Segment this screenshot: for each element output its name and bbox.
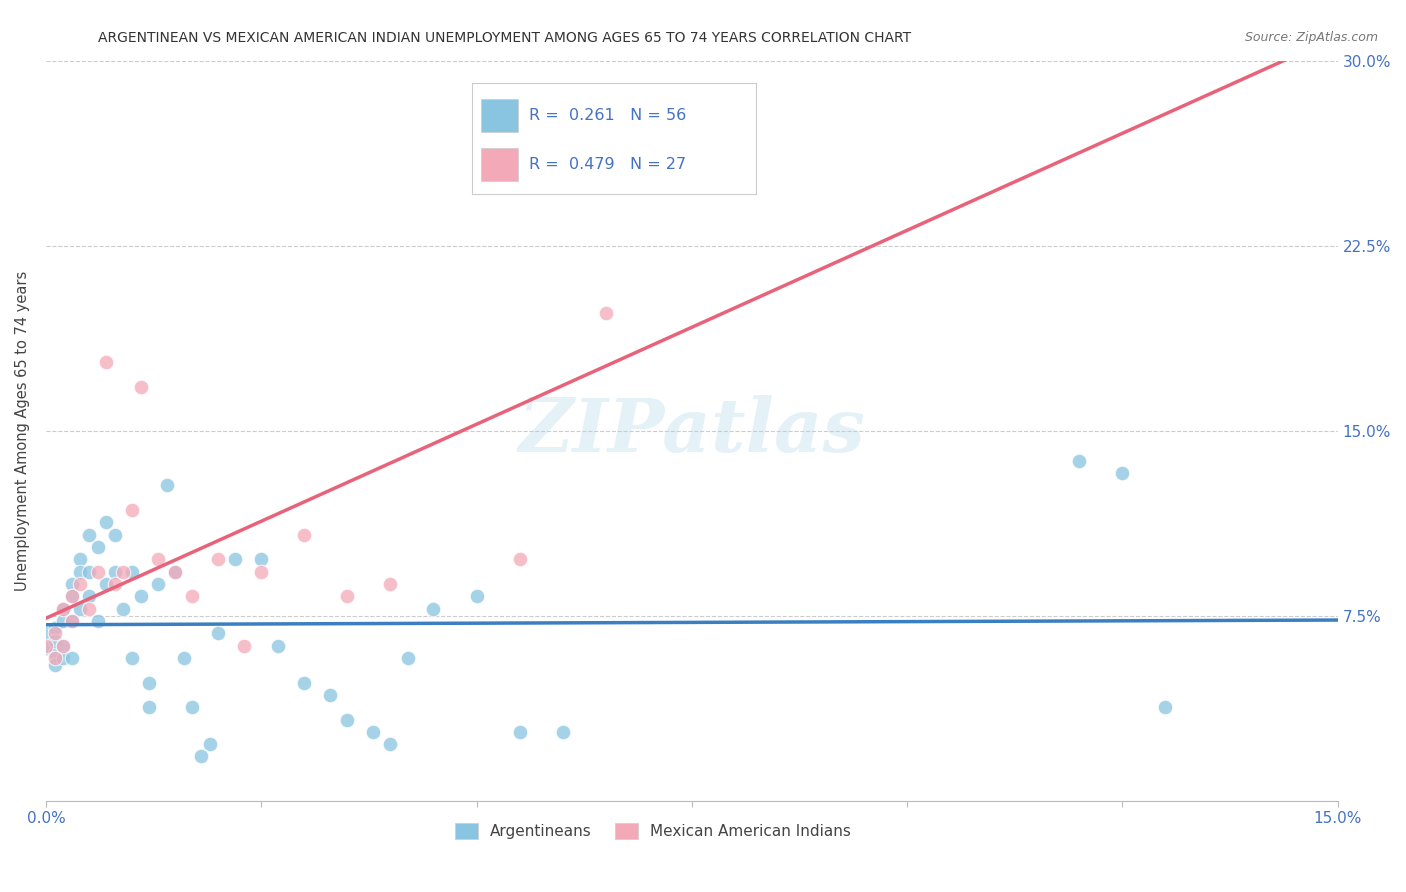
Point xyxy=(190,749,212,764)
Point xyxy=(86,540,108,554)
Point xyxy=(292,527,315,541)
Point xyxy=(509,552,531,566)
Point xyxy=(104,565,127,579)
Point xyxy=(121,503,143,517)
Point xyxy=(336,589,359,603)
Point xyxy=(129,379,152,393)
Text: Source: ZipAtlas.com: Source: ZipAtlas.com xyxy=(1244,31,1378,45)
Point xyxy=(250,552,273,566)
Point xyxy=(509,724,531,739)
Point xyxy=(44,651,66,665)
Point xyxy=(77,601,100,615)
Point xyxy=(250,565,273,579)
Point xyxy=(165,565,187,579)
Point xyxy=(155,478,177,492)
Point xyxy=(96,515,118,529)
Point xyxy=(181,589,204,603)
Point xyxy=(52,614,75,628)
Point xyxy=(165,565,187,579)
Point xyxy=(1111,466,1133,480)
Point xyxy=(52,639,75,653)
Point xyxy=(96,577,118,591)
Point xyxy=(35,640,58,655)
Point xyxy=(336,713,359,727)
Point xyxy=(595,306,617,320)
Point xyxy=(69,565,91,579)
Point xyxy=(96,355,118,369)
Point xyxy=(52,601,75,615)
Point xyxy=(52,651,75,665)
Point xyxy=(380,737,402,751)
Point xyxy=(422,601,444,615)
Point xyxy=(69,601,91,615)
Point xyxy=(224,552,246,566)
Point xyxy=(319,688,342,702)
Point xyxy=(86,565,108,579)
Point xyxy=(146,577,169,591)
Point xyxy=(60,614,83,628)
Point xyxy=(465,589,488,603)
Text: ARGENTINEAN VS MEXICAN AMERICAN INDIAN UNEMPLOYMENT AMONG AGES 65 TO 74 YEARS CO: ARGENTINEAN VS MEXICAN AMERICAN INDIAN U… xyxy=(98,31,911,45)
Point xyxy=(77,527,100,541)
Legend: Argentineans, Mexican American Indians: Argentineans, Mexican American Indians xyxy=(449,817,858,845)
Y-axis label: Unemployment Among Ages 65 to 74 years: Unemployment Among Ages 65 to 74 years xyxy=(15,271,30,591)
Point xyxy=(77,565,100,579)
Point xyxy=(52,639,75,653)
Point xyxy=(207,626,229,640)
Point xyxy=(121,651,143,665)
Point xyxy=(86,614,108,628)
Point xyxy=(104,577,127,591)
Point xyxy=(52,601,75,615)
Point xyxy=(60,589,83,603)
Point xyxy=(551,724,574,739)
Point xyxy=(35,626,58,640)
Point xyxy=(267,639,290,653)
Point xyxy=(44,621,66,635)
Point xyxy=(724,108,747,122)
Point xyxy=(146,552,169,566)
Point xyxy=(60,651,83,665)
Point xyxy=(361,724,384,739)
Point xyxy=(181,700,204,714)
Point xyxy=(44,646,66,660)
Point xyxy=(380,577,402,591)
Point xyxy=(1154,700,1177,714)
Point xyxy=(60,577,83,591)
Point xyxy=(35,639,58,653)
Point xyxy=(69,552,91,566)
Point xyxy=(138,700,160,714)
Point xyxy=(44,658,66,673)
Point xyxy=(396,651,419,665)
Point xyxy=(44,633,66,648)
Point xyxy=(198,737,221,751)
Point xyxy=(44,626,66,640)
Point xyxy=(121,565,143,579)
Point xyxy=(112,601,135,615)
Point xyxy=(173,651,195,665)
Point xyxy=(207,552,229,566)
Point xyxy=(129,589,152,603)
Point xyxy=(112,565,135,579)
Point xyxy=(104,527,127,541)
Point xyxy=(138,675,160,690)
Point xyxy=(233,639,256,653)
Point xyxy=(60,589,83,603)
Point xyxy=(69,577,91,591)
Point xyxy=(1069,453,1091,467)
Point xyxy=(60,614,83,628)
Point xyxy=(77,589,100,603)
Point xyxy=(292,675,315,690)
Text: ZIPatlas: ZIPatlas xyxy=(519,395,865,467)
